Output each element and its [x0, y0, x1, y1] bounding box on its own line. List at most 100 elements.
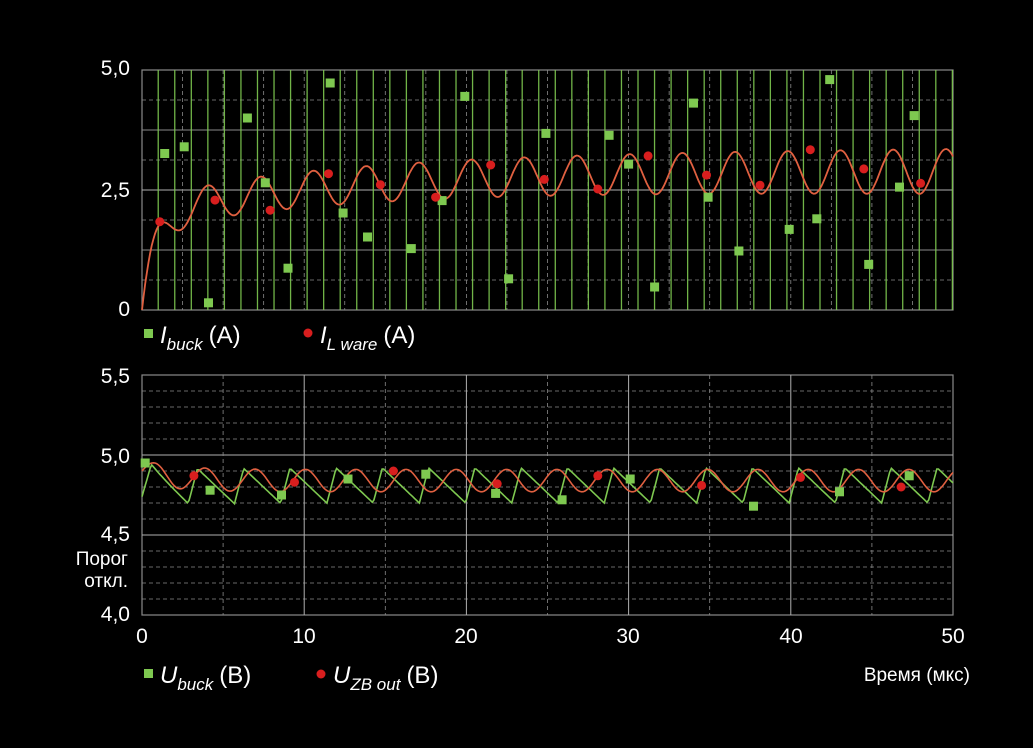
legend-u-buck: Ubuck (B) [160, 662, 251, 694]
top-i_l_ware-point [155, 217, 165, 227]
top-i_l_ware-point [859, 164, 869, 174]
top-i_l_ware-point [431, 192, 441, 202]
bottom-u_zb_out-point [896, 482, 906, 492]
legend-i-l-ware: IL ware (A) [320, 322, 415, 354]
top-y-tick-0: 0 [118, 298, 130, 321]
top-i_l_ware-point [805, 145, 815, 155]
x-tick-labels: 0 10 20 30 40 50 [136, 625, 965, 648]
top-i_buck-point [650, 282, 660, 292]
top-i_l_ware-point [375, 180, 385, 190]
top-i_l_ware-point [643, 151, 653, 161]
top-i_l_ware-point [539, 174, 549, 184]
top-i_buck-point [460, 91, 470, 101]
top-i_buck-point [864, 259, 874, 269]
top-i_buck-point [895, 182, 904, 192]
top-legend: Ibuck (A) IL ware (A) [144, 322, 415, 354]
top-i_buck-point [179, 142, 189, 152]
top-i_buck-point [325, 78, 335, 88]
top-i_buck-point [242, 113, 252, 123]
top-i_l_ware-point [755, 180, 765, 190]
bottom-legend: Ubuck (B) UZB out (B) [144, 662, 438, 694]
top-i_l_ware-point [324, 169, 333, 179]
top-i_l_ware-point [265, 205, 275, 215]
legend-i-buck: Ibuck (A) [160, 322, 241, 354]
i-l-ware-waveform [141, 148, 954, 311]
legend-square-marker [144, 329, 153, 338]
x-tick-10: 10 [292, 625, 315, 648]
top-i_buck-point [204, 298, 213, 308]
x-tick-20: 20 [454, 625, 477, 648]
bottom-u_buck-point [140, 458, 150, 468]
top-i_buck-point [338, 208, 348, 218]
x-tick-30: 30 [616, 625, 639, 648]
u-buck-waveform [141, 463, 954, 506]
bottom-y-tick-labels: 5,5 5,0 4,5 4,0 [101, 365, 130, 626]
top-i_buck-point [909, 111, 919, 121]
top-i_buck-point [504, 274, 514, 284]
x-tick-50: 50 [941, 625, 964, 648]
bottom-y-tick-4-0: 4,0 [101, 603, 130, 626]
x-tick-0: 0 [136, 625, 148, 648]
bottom-u_zb_out-point [697, 480, 707, 490]
top-i_buck-point [541, 128, 551, 138]
top-i_buck-point [283, 263, 293, 273]
top-y-tick-2-5: 2,5 [101, 179, 130, 202]
top-i_buck-point [437, 196, 447, 206]
bottom-u_buck-point [205, 485, 215, 495]
bottom-y-tick-4-5: 4,5 [101, 523, 130, 546]
top-i_buck-point [689, 98, 698, 108]
bottom-u_buck-point [343, 474, 353, 484]
bottom-u_buck-point [625, 474, 635, 484]
bottom-y-tick-5-5: 5,5 [101, 365, 130, 388]
legend-circle-marker [303, 328, 313, 338]
x-axis-label: Время (мкс) [864, 665, 970, 686]
bottom-u_buck-point [835, 487, 844, 497]
bottom-u_buck-point [749, 501, 758, 511]
top-i_l_ware-point [702, 170, 711, 180]
bottom-u_buck-point [421, 469, 431, 479]
bottom-u_buck-point [904, 471, 914, 481]
top-gridlines [141, 69, 954, 311]
bottom-u_zb_out-point [796, 472, 805, 482]
x-tick-40: 40 [779, 625, 802, 648]
bottom-y-tick-5-0: 5,0 [101, 445, 130, 468]
bottom-u_zb_out-point [189, 471, 199, 481]
top-i_buck-point [703, 192, 713, 202]
legend-u-zb-out: UZB out (B) [333, 662, 438, 694]
bottom-u_zb_out-point [388, 466, 398, 476]
top-i_buck-point [825, 75, 835, 85]
top-i_buck-point [260, 178, 270, 188]
top-panel: 5,0 2,5 0 Ibuck (A) IL ware (A) [101, 57, 954, 354]
top-i_buck-point [784, 224, 794, 234]
bottom-panel: 5,5 5,0 4,5 4,0 Порог откл. 0 10 20 30 4… [76, 365, 970, 694]
bottom-u_buck-point [491, 488, 501, 498]
top-i_buck-point [363, 232, 372, 242]
bottom-u_zb_out-point [290, 477, 299, 487]
bottom-u_zb_out-point [492, 479, 502, 489]
bottom-u_zb_out-point [593, 471, 603, 481]
top-i_buck-point [406, 244, 416, 254]
top-y-tick-5: 5,0 [101, 57, 130, 80]
top-i_l_ware-point [210, 195, 220, 205]
top-i_buck-point [160, 149, 170, 158]
bottom-u_buck-point [277, 490, 286, 500]
top-y-tick-labels: 5,0 2,5 0 [101, 57, 130, 321]
top-i_buck-point [604, 130, 614, 140]
bottom-markers [140, 458, 914, 511]
top-i_l_ware-point [593, 184, 603, 194]
top-i_buck-point [812, 214, 822, 224]
bottom-u_buck-point [557, 495, 567, 505]
top-i_l_ware-point [916, 178, 926, 188]
top-i_buck-point [734, 246, 744, 256]
threshold-label-line1: Порог [76, 549, 128, 570]
top-i_buck-point [624, 159, 634, 169]
legend-circle-marker [316, 669, 326, 679]
top-markers [155, 75, 926, 308]
legend-square-marker [144, 669, 153, 678]
top-i_l_ware-point [486, 160, 496, 170]
threshold-label: Порог откл. [76, 549, 128, 592]
threshold-label-line2: откл. [84, 571, 128, 592]
